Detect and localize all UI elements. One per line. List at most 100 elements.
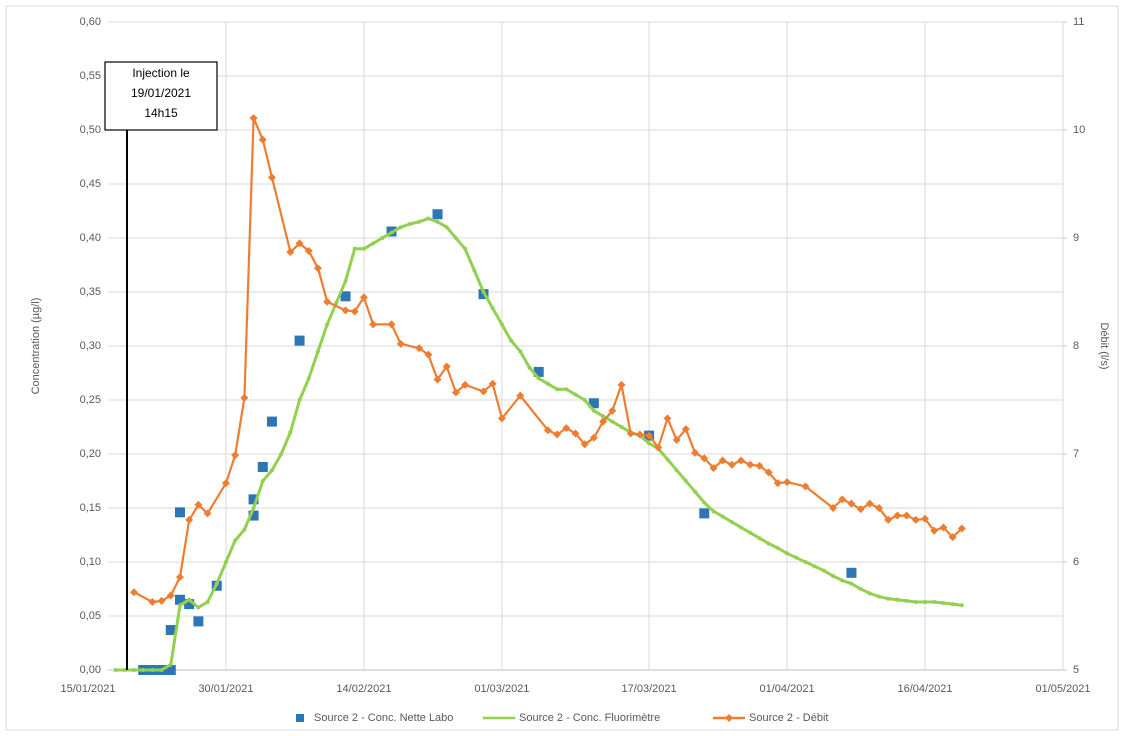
data-point xyxy=(801,482,810,491)
data-point xyxy=(930,526,939,535)
data-point xyxy=(165,625,176,636)
data-point xyxy=(389,230,394,235)
data-point xyxy=(553,430,562,439)
data-point xyxy=(150,668,155,672)
data-point xyxy=(251,506,256,510)
data-point xyxy=(444,225,449,230)
data-point xyxy=(288,430,293,435)
data-point xyxy=(185,515,194,524)
data-point xyxy=(194,500,203,509)
data-point xyxy=(472,268,477,273)
data-point xyxy=(757,536,762,541)
data-point xyxy=(599,417,608,426)
data-point xyxy=(479,387,488,396)
data-point xyxy=(582,398,587,402)
data-point xyxy=(764,468,773,477)
y2-tick-label: 5 xyxy=(1073,664,1079,676)
x-tick-label: 14/02/2021 xyxy=(336,683,391,695)
data-point xyxy=(959,603,964,608)
y2-tick-label: 6 xyxy=(1073,556,1079,568)
data-point xyxy=(610,419,615,424)
data-point xyxy=(681,425,690,434)
data-point xyxy=(240,393,249,402)
data-point xyxy=(266,416,277,427)
data-point xyxy=(193,616,204,627)
data-point xyxy=(343,279,348,284)
data-point xyxy=(911,515,920,524)
data-point xyxy=(509,338,514,343)
data-point xyxy=(396,339,405,348)
y-tick-label: 0,55 xyxy=(80,70,101,82)
data-point xyxy=(380,236,385,240)
data-point xyxy=(720,514,725,519)
data-point xyxy=(371,241,376,246)
y2-axis-label: Débit (l/s) xyxy=(1098,322,1110,369)
data-point xyxy=(497,414,506,423)
data-point xyxy=(174,594,185,605)
x-tick-label: 01/04/2021 xyxy=(760,683,815,695)
data-point xyxy=(803,560,808,564)
x-tick-label: 15/01/2021 xyxy=(60,683,115,695)
y-tick-label: 0,00 xyxy=(80,664,101,676)
x-tick-label: 17/03/2021 xyxy=(622,683,677,695)
data-point xyxy=(948,533,957,542)
data-point xyxy=(545,381,550,386)
data-point xyxy=(867,591,872,596)
data-point xyxy=(359,293,368,302)
data-point xyxy=(783,478,792,487)
data-point xyxy=(233,538,238,543)
data-point xyxy=(588,398,599,409)
legend-swatch xyxy=(296,714,304,722)
data-point xyxy=(361,246,366,251)
data-point xyxy=(571,429,580,438)
data-point xyxy=(424,350,433,359)
data-point xyxy=(683,479,688,483)
x-tick-label: 01/05/2021 xyxy=(1035,683,1090,695)
data-point xyxy=(875,504,884,512)
data-point xyxy=(269,468,274,473)
data-point xyxy=(812,564,817,569)
annotation-box xyxy=(104,61,218,131)
data-point xyxy=(718,456,727,465)
y-tick-label: 0,30 xyxy=(80,340,101,352)
data-point xyxy=(775,545,780,550)
y-tick-label: 0,20 xyxy=(80,448,101,460)
data-point xyxy=(490,306,495,311)
data-point xyxy=(294,335,305,346)
data-point xyxy=(711,509,716,514)
y-tick-label: 0,15 xyxy=(80,502,101,514)
data-point xyxy=(248,494,259,505)
data-point xyxy=(223,560,228,564)
data-point xyxy=(221,479,230,488)
data-point xyxy=(589,433,598,442)
data-point xyxy=(543,426,552,435)
data-point xyxy=(323,297,332,306)
data-point xyxy=(737,456,746,465)
data-point xyxy=(433,375,442,384)
data-point xyxy=(840,578,845,583)
data-point xyxy=(893,511,902,520)
data-point xyxy=(518,349,523,354)
data-point xyxy=(177,603,182,608)
data-point xyxy=(184,599,195,610)
data-point xyxy=(369,320,378,329)
data-point xyxy=(904,598,909,603)
data-point xyxy=(304,246,313,255)
legend-swatch xyxy=(725,714,733,722)
x-tick-label: 30/01/2021 xyxy=(198,683,253,695)
y-tick-label: 0,35 xyxy=(80,286,101,298)
y-tick-label: 0,50 xyxy=(80,124,101,136)
data-point xyxy=(166,591,175,600)
data-point xyxy=(157,596,166,605)
data-point xyxy=(941,601,946,606)
data-point xyxy=(295,239,304,248)
data-point xyxy=(727,460,736,469)
data-point xyxy=(573,392,578,397)
data-point xyxy=(442,362,451,371)
x-tick-label: 16/04/2021 xyxy=(897,683,952,695)
data-point xyxy=(647,441,652,446)
data-point xyxy=(187,597,192,602)
data-point xyxy=(858,587,863,591)
data-point xyxy=(601,414,606,419)
y2-tick-label: 10 xyxy=(1073,124,1085,136)
